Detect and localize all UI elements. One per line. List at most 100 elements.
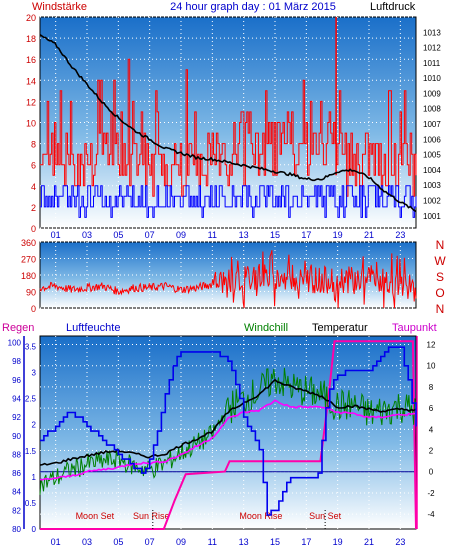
wind-x-tick-label: 23 (395, 230, 405, 240)
pressure-tick-label: 1010 (423, 74, 441, 83)
pressure-tick-label: 1005 (423, 151, 441, 160)
temp-x-tick-label: 15 (270, 537, 280, 547)
temp-x-tick-label: 17 (301, 537, 311, 547)
humidity-tick-label: 88 (12, 450, 21, 459)
wind-tick-label: 20 (26, 13, 36, 23)
wind-x-tick-label: 01 (51, 230, 61, 240)
dewpoint-series (39, 399, 416, 481)
wind-tick-label: 2 (31, 203, 36, 213)
regen-tick-label: 2 (32, 421, 37, 430)
chart-title: 24 hour graph day : 01 März 2015 (170, 1, 336, 13)
compass-label: S (436, 270, 444, 284)
humidity-tick-label: 82 (12, 506, 21, 515)
sun-moon-annotation: Sun Rise (133, 511, 170, 521)
regen-tick-label: 1 (32, 473, 37, 482)
temperature-tick-label: -4 (427, 510, 435, 519)
pressure-tick-label: 1013 (423, 28, 441, 37)
temperature-tick-label: 4 (429, 425, 434, 434)
temperature-panel-background (39, 335, 417, 530)
pressure-tick-label: 1008 (423, 105, 441, 114)
pressure-tick-label: 1002 (423, 196, 441, 205)
humidity-tick-label: 90 (12, 432, 21, 441)
taupunkt-label: Taupunkt (392, 322, 437, 334)
temp-x-tick-label: 09 (176, 537, 186, 547)
wind-x-tick-label: 09 (176, 230, 186, 240)
temp-x-tick-label: 11 (208, 537, 217, 547)
temp-x-tick-label: 07 (145, 537, 155, 547)
temperature-tick-label: 0 (429, 468, 434, 477)
humidity-tick-label: 98 (12, 357, 21, 366)
wind-tick-label: 0 (31, 224, 36, 234)
temp-x-tick-label: 01 (51, 537, 61, 547)
wind-tick-label: 4 (31, 182, 36, 192)
compass-label: W (434, 254, 446, 268)
humidity-tick-label: 84 (12, 488, 21, 497)
regen-tick-label: 2.5 (25, 395, 37, 404)
pressure-tick-label: 1007 (423, 120, 441, 129)
regen-tick-label: 3.5 (25, 342, 37, 351)
wind-x-tick-label: 11 (208, 230, 217, 240)
wind-x-tick-label: 19 (333, 230, 343, 240)
temperature-tick-label: 2 (429, 447, 434, 456)
temp-x-tick-label: 21 (364, 537, 374, 547)
direction-tick-label: 90 (26, 288, 36, 298)
pressure-tick-label: 1012 (423, 44, 441, 53)
temp-x-tick-label: 05 (113, 537, 123, 547)
temperature-tick-label: 12 (427, 340, 436, 349)
luftfeuchte-label: Luftfeuchte (66, 322, 120, 334)
temp-x-tick-label: 03 (82, 537, 92, 547)
compass-label: N (436, 238, 445, 252)
direction-tick-label: 270 (21, 255, 36, 265)
chart-marks (39, 17, 417, 530)
pressure-tick-label: 1003 (423, 181, 441, 190)
wind-x-tick-label: 17 (301, 230, 311, 240)
temperature-tick-label: 8 (429, 383, 434, 392)
sun-moon-annotation: Moon Set (76, 511, 115, 521)
wind-tick-label: 6 (31, 161, 36, 171)
windchill-label: Windchill (244, 322, 288, 334)
pressure-tick-label: 1006 (423, 135, 441, 144)
rain-series (40, 340, 417, 530)
axis-labels: 0246810121416182010011002100310041005100… (8, 13, 447, 547)
humidity-tick-label: 94 (12, 394, 21, 403)
wind-x-tick-label: 15 (270, 230, 280, 240)
wind-average-series (40, 185, 417, 218)
sun-moon-annotation: Moon Rise (239, 511, 282, 521)
wind-x-tick-label: 03 (82, 230, 92, 240)
wind-tick-label: 8 (31, 140, 36, 150)
wind-gust-series (40, 58, 417, 197)
wind-x-tick-label: 21 (364, 230, 374, 240)
temp-x-tick-label: 13 (239, 537, 249, 547)
compass-label: O (435, 286, 444, 300)
pressure-series (39, 34, 417, 213)
wind-x-tick-label: 13 (239, 230, 249, 240)
temperature-tick-label: -2 (427, 489, 435, 498)
direction-tick-label: 360 (21, 238, 36, 248)
pressure-tick-label: 1011 (423, 59, 441, 68)
temperature-tick-label: 10 (427, 362, 436, 371)
pressure-tick-label: 1004 (423, 166, 441, 175)
compass-label: N (436, 302, 445, 316)
pressure-tick-label: 1001 (423, 212, 441, 221)
wind-x-tick-label: 05 (113, 230, 123, 240)
regen-tick-label: 1.5 (25, 447, 37, 456)
humidity-tick-label: 86 (12, 469, 21, 478)
wind-tick-label: 14 (26, 76, 36, 86)
wind-tick-label: 10 (26, 119, 36, 129)
regen-tick-label: 3 (32, 369, 37, 378)
humidity-tick-label: 80 (12, 525, 21, 534)
wind-tick-label: 16 (26, 55, 36, 65)
wind-direction-series (39, 250, 417, 309)
wind-tick-label: 18 (26, 34, 36, 44)
humidity-tick-label: 92 (12, 413, 21, 422)
temperatur-label: Temperatur (312, 322, 368, 334)
temperature-tick-label: 6 (429, 404, 434, 413)
direction-tick-label: 180 (21, 271, 36, 281)
regen-tick-label: 0.5 (25, 499, 37, 508)
header-left-label: Windstärke (32, 1, 87, 13)
temperature-series (39, 378, 417, 466)
humidity-tick-label: 96 (12, 376, 21, 385)
temp-x-tick-label: 19 (333, 537, 343, 547)
